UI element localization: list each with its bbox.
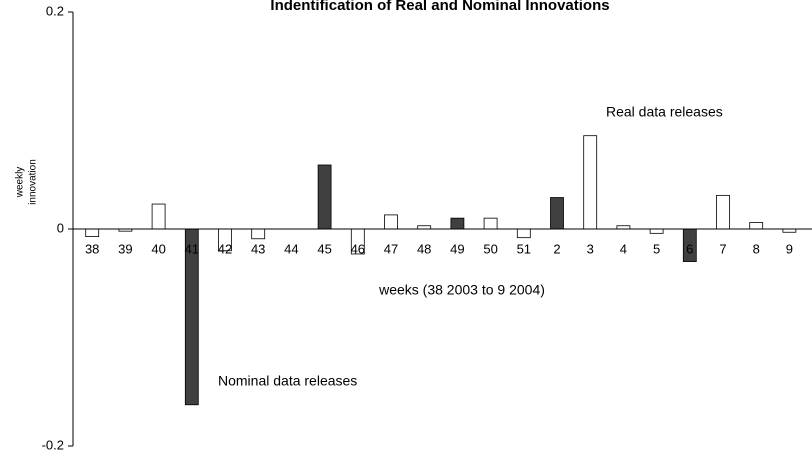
y-tick-label: -0.2 bbox=[42, 437, 64, 452]
x-tick-label: 42 bbox=[218, 241, 232, 256]
bar bbox=[749, 222, 764, 230]
y-tick-label: 0 bbox=[57, 220, 64, 235]
x-tick-label: 44 bbox=[284, 241, 298, 256]
x-tick-label: 41 bbox=[185, 241, 199, 256]
y-tick-label: 0.2 bbox=[46, 3, 64, 18]
bar bbox=[649, 228, 664, 234]
x-tick-label: 43 bbox=[251, 241, 265, 256]
annotation: Nominal data releases bbox=[218, 373, 357, 389]
x-tick-label: 3 bbox=[587, 241, 594, 256]
x-axis-label: weeks (38 2003 to 9 2004) bbox=[378, 282, 545, 298]
bar bbox=[516, 228, 531, 239]
bar bbox=[317, 164, 332, 230]
x-tick-label: 7 bbox=[719, 241, 726, 256]
x-tick-label: 39 bbox=[118, 241, 132, 256]
x-tick-label: 4 bbox=[620, 241, 627, 256]
x-tick-label: 50 bbox=[483, 241, 497, 256]
annotation: Real data releases bbox=[606, 104, 723, 120]
x-tick-label: 45 bbox=[317, 241, 331, 256]
x-tick-label: 47 bbox=[384, 241, 398, 256]
y-axis-label: innovation bbox=[28, 159, 39, 205]
x-tick-label: 2 bbox=[553, 241, 560, 256]
bar bbox=[151, 203, 166, 230]
x-tick-label: 9 bbox=[786, 241, 793, 256]
bar bbox=[583, 135, 598, 230]
bar bbox=[85, 228, 100, 237]
x-tick-label: 49 bbox=[450, 241, 464, 256]
x-tick-label: 8 bbox=[753, 241, 760, 256]
x-tick-label: 48 bbox=[417, 241, 431, 256]
y-axis-label: weekly bbox=[15, 167, 26, 199]
x-tick-label: 51 bbox=[517, 241, 531, 256]
bar bbox=[483, 217, 498, 230]
bar bbox=[450, 217, 465, 230]
x-tick-label: 40 bbox=[151, 241, 165, 256]
bar bbox=[550, 197, 564, 230]
chart-title: Indentification of Real and Nominal Inno… bbox=[270, 0, 609, 14]
bar bbox=[251, 228, 266, 240]
bar bbox=[384, 214, 398, 230]
x-tick-label: 6 bbox=[686, 241, 693, 256]
bar bbox=[716, 194, 730, 230]
x-tick-label: 46 bbox=[351, 241, 365, 256]
x-tick-label: 5 bbox=[653, 241, 660, 256]
x-tick-label: 38 bbox=[85, 241, 99, 256]
